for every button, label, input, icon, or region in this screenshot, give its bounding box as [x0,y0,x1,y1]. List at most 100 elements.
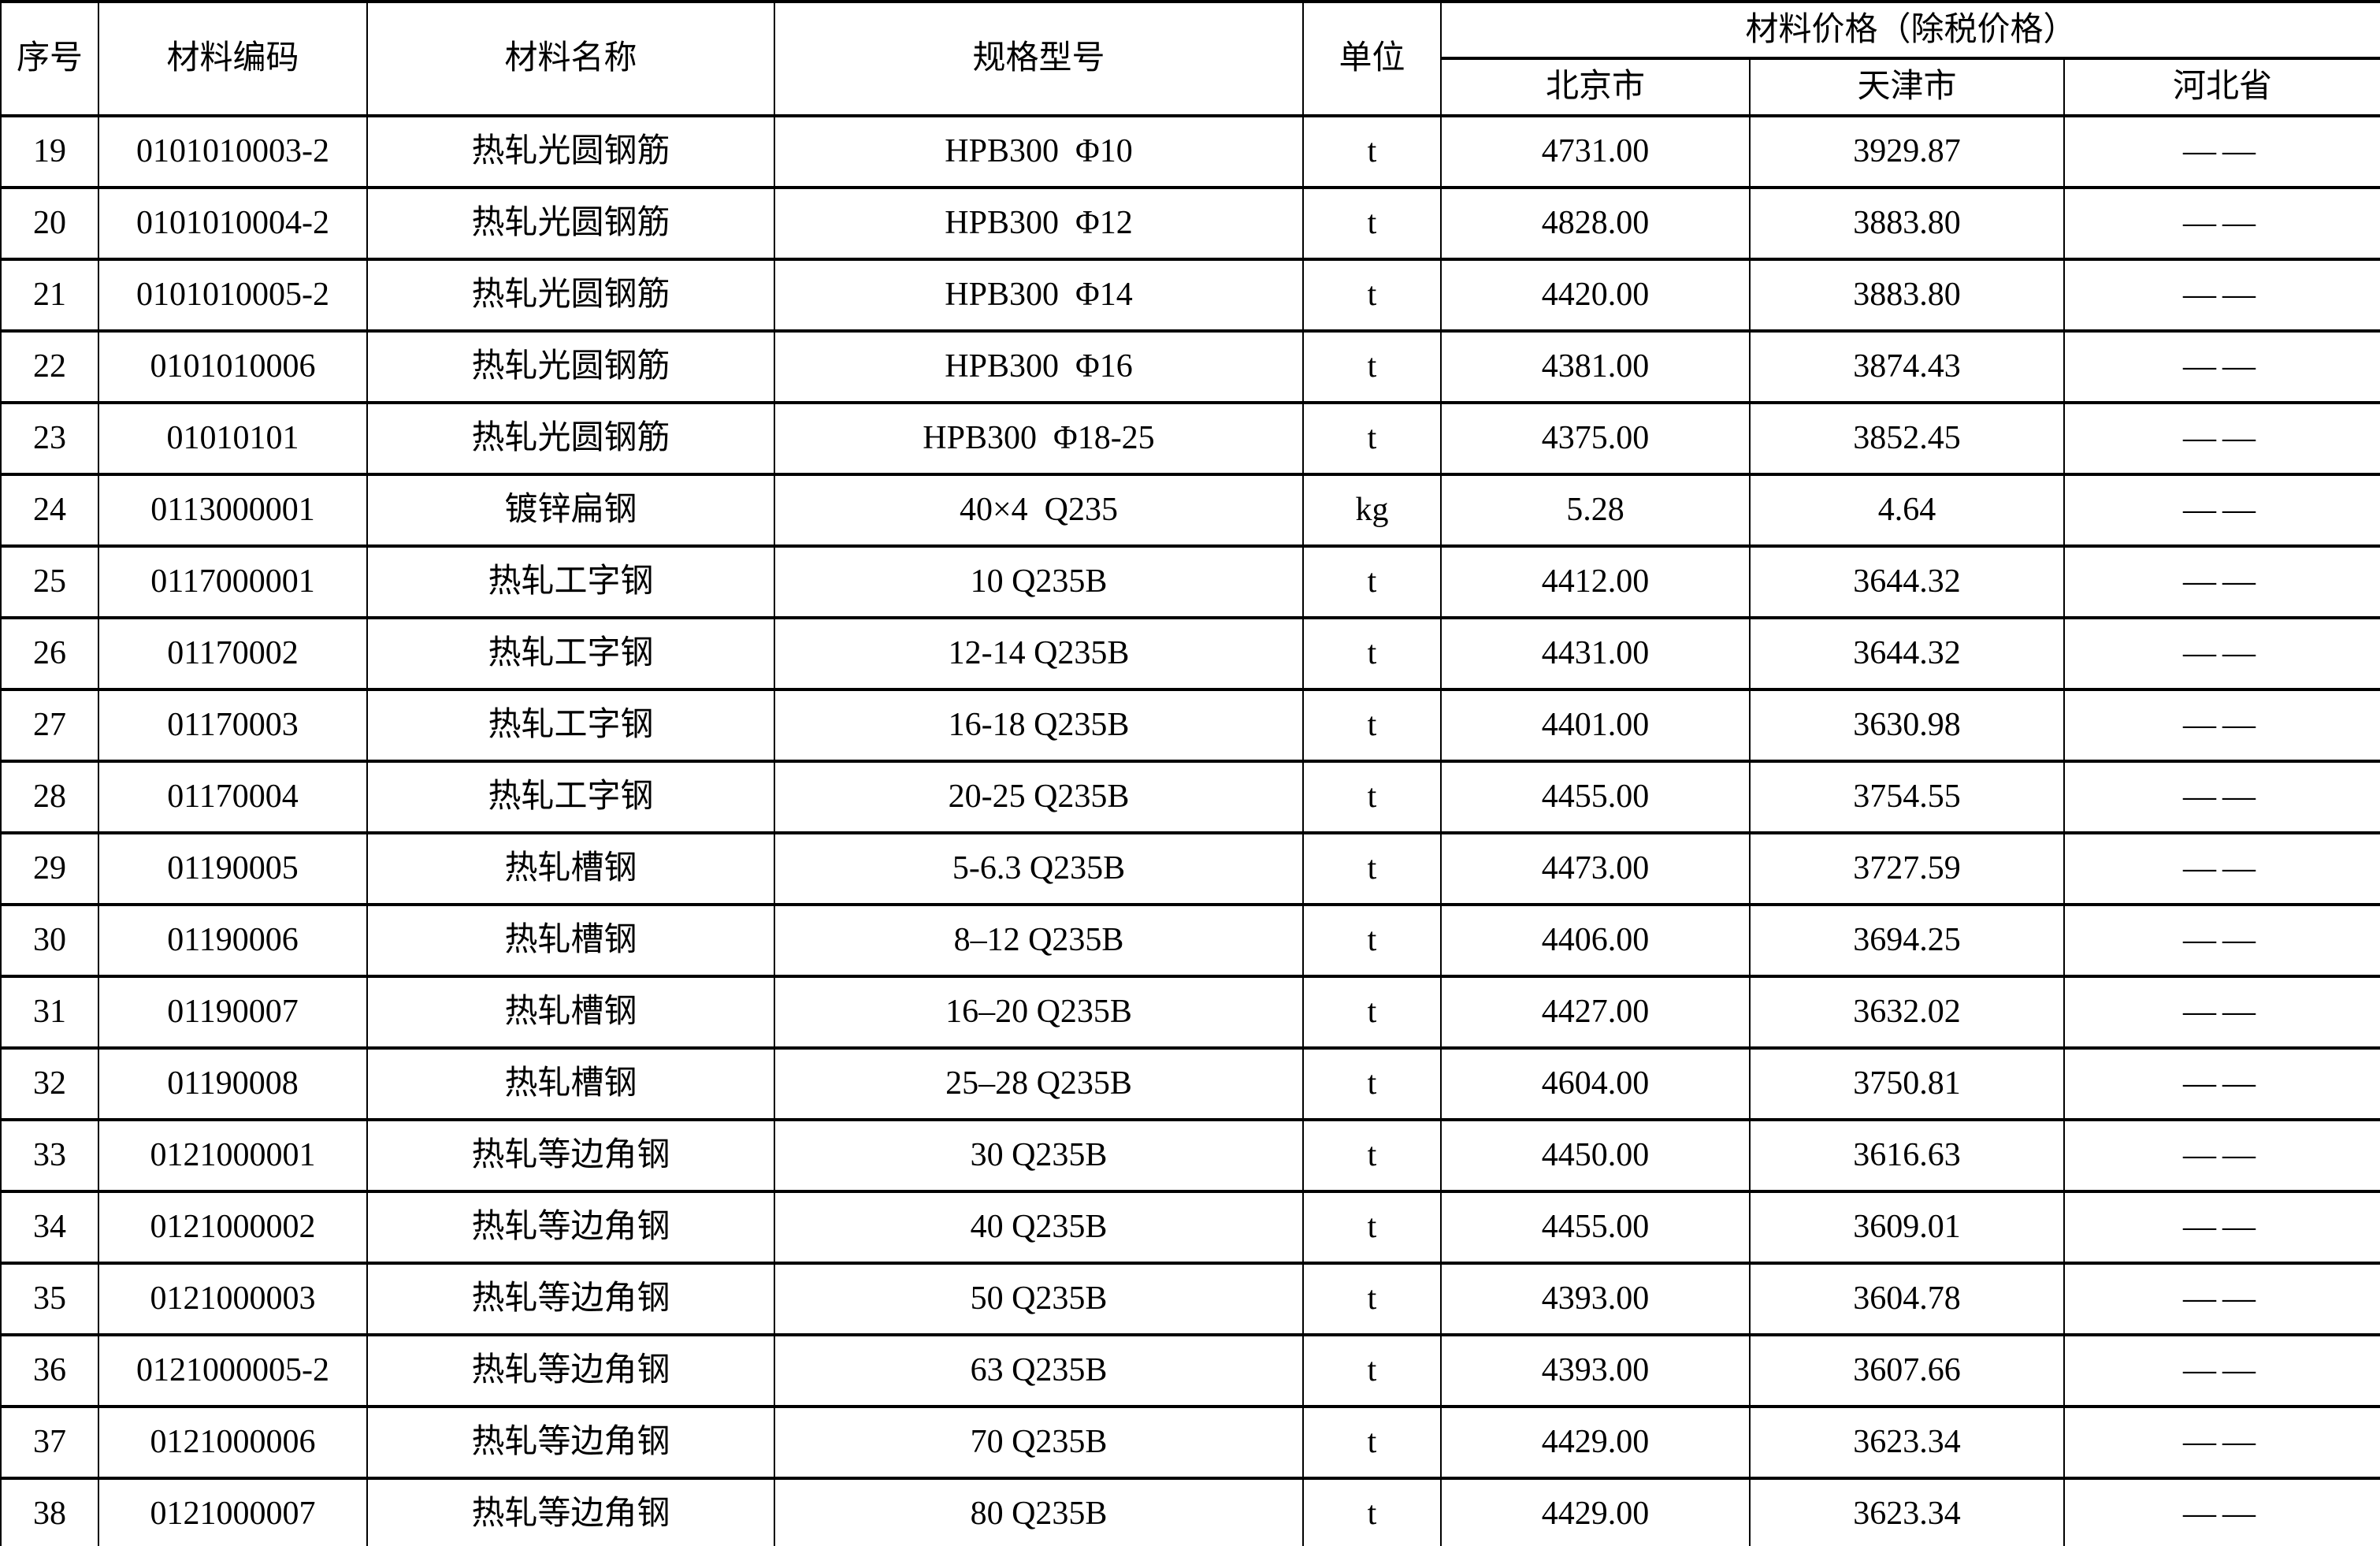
price-hebei-cell: —— [2063,831,2380,906]
price-hebei-cell: —— [2063,473,2380,548]
serial-cell: 26 [0,616,99,691]
code-cell: 01010101 [98,401,368,476]
code-cell: 01170004 [98,760,368,834]
header-price-group: 材料价格（除税价格） [1440,0,2380,60]
table-row: 23 01010101 热轧光圆钢筋 HPB300 Φ18-25 t 4375.00 385… [0,401,2380,476]
code-cell: 0121000003 [98,1262,368,1336]
name-cell: 热轧光圆钢筋 [366,329,775,404]
spec-cell: 40 Q235B [774,1190,1304,1265]
code-cell: 01190005 [98,831,368,906]
price-beijing-cell: 4406.00 [1440,903,1751,978]
header-region-beijing: 北京市 [1440,57,1751,117]
table-row: 21 0101010005-2 热轧光圆钢筋 HPB300 Φ14 t 4420.00 38… [0,258,2380,333]
spec-cell: 5-6.3 Q235B [774,831,1304,906]
price-beijing-cell: 4393.00 [1440,1333,1751,1408]
header-material-name: 材料名称 [366,0,775,117]
header-row-regions: 北京市 天津市 河北省 [1,57,2380,117]
name-cell: 热轧工字钢 [366,760,775,834]
code-cell: 0121000006 [98,1405,368,1480]
unit-cell: t [1302,1046,1442,1121]
spec-cell: 8–12 Q235B [774,903,1304,978]
serial-cell: 22 [0,329,99,404]
table-row: 33 0121000001 热轧等边角钢 30 Q235B t 4450.00 3616.6… [0,1118,2380,1193]
spec-cell: 50 Q235B [774,1262,1304,1336]
price-beijing-cell: 4401.00 [1440,688,1751,763]
name-cell: 热轧光圆钢筋 [366,401,775,476]
unit-cell: t [1302,1190,1442,1265]
unit-cell: t [1302,688,1442,763]
serial-cell: 20 [0,186,99,261]
code-cell: 01190008 [98,1046,368,1121]
spec-cell: 12-14 Q235B [774,616,1304,691]
table-row: 25 0117000001 热轧工字钢 10 Q235B t 4412.00 3644.32… [0,544,2380,619]
table-row: 35 0121000003 热轧等边角钢 50 Q235B t 4393.00 3604.7… [0,1262,2380,1336]
header-unit: 单位 [1302,0,1442,117]
header-region-tianjin: 天津市 [1749,57,2065,117]
spec-cell: 30 Q235B [774,1118,1304,1193]
code-cell: 0101010003-2 [98,114,368,189]
price-hebei-cell: —— [2063,616,2380,691]
unit-cell: t [1302,401,1442,476]
code-cell: 0113000001 [98,473,368,548]
price-tianjin-cell: 3623.34 [1749,1405,2065,1480]
name-cell: 热轧工字钢 [366,544,775,619]
price-beijing-cell: 4604.00 [1440,1046,1751,1121]
price-beijing-cell: 4455.00 [1440,760,1751,834]
price-beijing-cell: 4431.00 [1440,616,1751,691]
price-tianjin-cell: 3604.78 [1749,1262,2065,1336]
table-row: 27 01170003 热轧工字钢 16-18 Q235B t 4401.00 3630.9… [0,688,2380,763]
spec-cell: HPB300 Φ16 [774,329,1304,404]
unit-cell: t [1302,1118,1442,1193]
price-beijing-cell: 4429.00 [1440,1405,1751,1480]
header-region-hebei: 河北省 [2063,57,2380,117]
price-beijing-cell: 4473.00 [1440,831,1751,906]
price-hebei-cell: —— [2063,329,2380,404]
code-cell: 0121000001 [98,1118,368,1193]
table-row: 29 01190005 热轧槽钢 5-6.3 Q235B t 4473.00 3727.59… [0,831,2380,906]
name-cell: 热轧等边角钢 [366,1190,775,1265]
table-row: 37 0121000006 热轧等边角钢 70 Q235B t 4429.00 3623.3… [0,1405,2380,1480]
unit-cell: kg [1302,473,1442,548]
name-cell: 热轧光圆钢筋 [366,258,775,333]
table-row: 26 01170002 热轧工字钢 12-14 Q235B t 4431.00 3644.3… [0,616,2380,691]
unit-cell: t [1302,1262,1442,1336]
serial-cell: 38 [0,1477,99,1546]
code-cell: 01190006 [98,903,368,978]
table-row: 24 0113000001 镀锌扁钢 40×4 Q235 kg 5.28 4.64 —— [0,473,2380,548]
serial-cell: 27 [0,688,99,763]
spec-cell: HPB300 Φ10 [774,114,1304,189]
code-cell: 0101010005-2 [98,258,368,333]
serial-cell: 24 [0,473,99,548]
spec-cell: 40×4 Q235 [774,473,1304,548]
spec-cell: 16-18 Q235B [774,688,1304,763]
serial-cell: 33 [0,1118,99,1193]
code-cell: 01170003 [98,688,368,763]
spec-cell: 80 Q235B [774,1477,1304,1546]
unit-cell: t [1302,544,1442,619]
spec-cell: 63 Q235B [774,1333,1304,1408]
table-row: 31 01190007 热轧槽钢 16–20 Q235B t 4427.00 3632.02… [0,975,2380,1050]
price-tianjin-cell: 3623.34 [1749,1477,2065,1546]
price-beijing-cell: 4412.00 [1440,544,1751,619]
price-beijing-cell: 4429.00 [1440,1477,1751,1546]
table-row: 34 0121000002 热轧等边角钢 40 Q235B t 4455.00 3609.0… [0,1190,2380,1265]
serial-cell: 28 [0,760,99,834]
name-cell: 热轧工字钢 [366,688,775,763]
code-cell: 0101010004-2 [98,186,368,261]
name-cell: 热轧槽钢 [366,903,775,978]
serial-cell: 31 [0,975,99,1050]
price-hebei-cell: —— [2063,401,2380,476]
table-row: 20 0101010004-2 热轧光圆钢筋 HPB300 Φ12 t 4828.00 38… [0,186,2380,261]
serial-cell: 23 [0,401,99,476]
code-cell: 0121000007 [98,1477,368,1546]
price-tianjin-cell: 3644.32 [1749,544,2065,619]
serial-cell: 32 [0,1046,99,1121]
header-row-top: 序号 材料编码 材料名称 规格型号 单位 材料价格（除税价格） [0,0,2380,117]
serial-cell: 25 [0,544,99,619]
unit-cell: t [1302,1333,1442,1408]
spec-cell: HPB300 Φ12 [774,186,1304,261]
header-material-code: 材料编码 [98,0,368,117]
header-spec-model: 规格型号 [774,0,1304,117]
code-cell: 0121000005-2 [98,1333,368,1408]
